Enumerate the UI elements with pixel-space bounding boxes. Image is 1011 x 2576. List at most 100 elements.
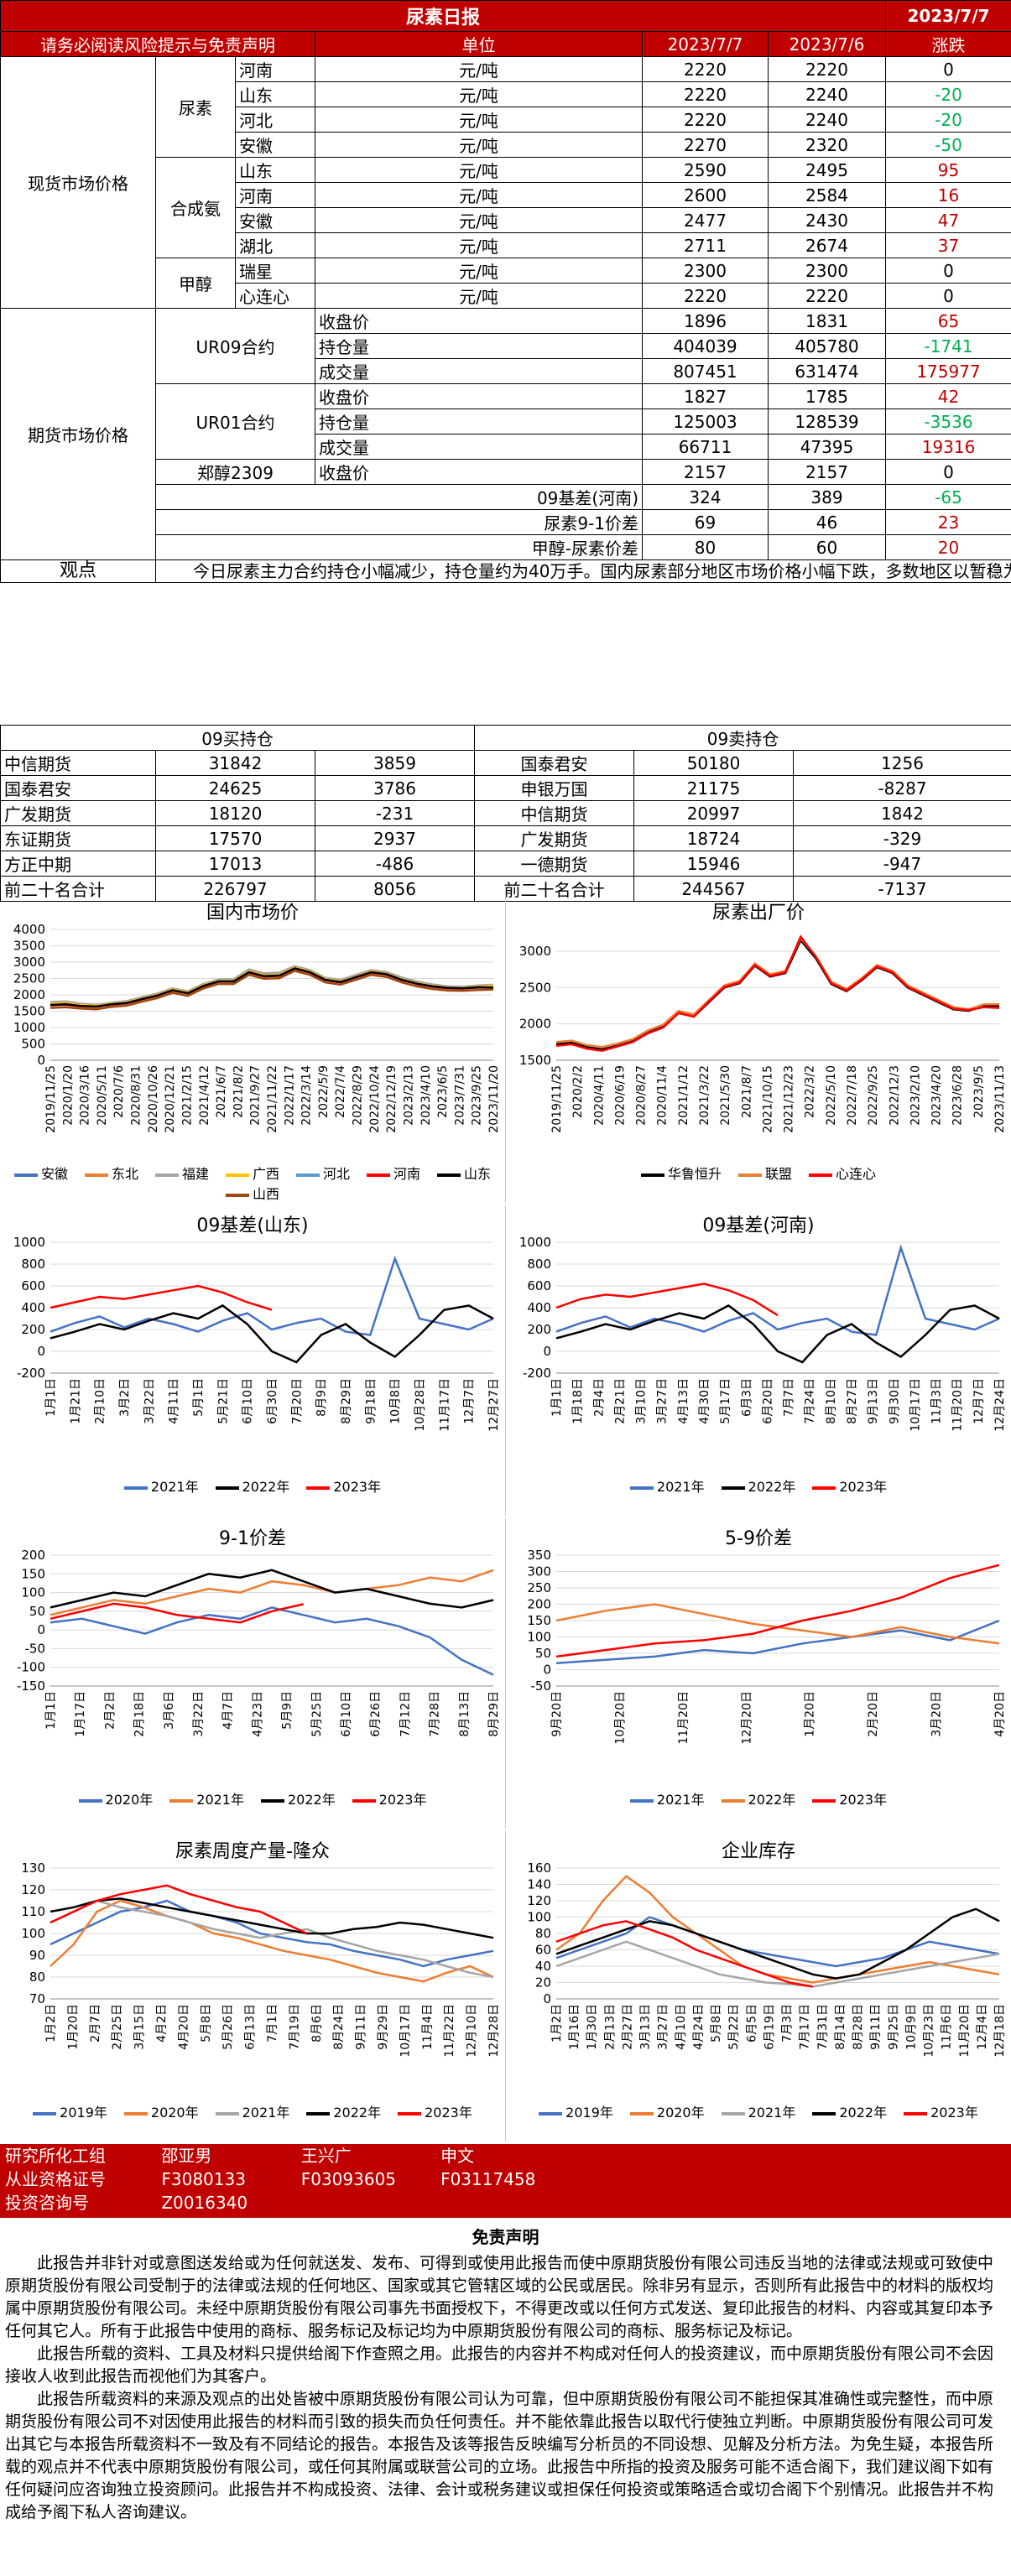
x-tick-label: 7月12日 bbox=[399, 1691, 412, 1737]
legend-item: 2023年 bbox=[306, 1479, 381, 1495]
x-tick-label: 6月19日 bbox=[763, 2004, 776, 2050]
chart-svg: 1500 2000 2500 3000 2019/11/25 2020/2/2 2020/4… bbox=[519, 934, 1007, 1133]
y-tick-label: 800 bbox=[21, 1257, 45, 1272]
legend-label: 2020年 bbox=[150, 2105, 199, 2121]
futures-spread-row: 甲醇-尿素价差 80 60 20 bbox=[1, 534, 1011, 560]
x-tick-label: 4月10日 bbox=[675, 2004, 688, 2050]
x-tick-label: 2023/9/5 bbox=[972, 1065, 986, 1118]
y-tick-label: 50 bbox=[535, 1646, 551, 1661]
buy-volume: 18120 bbox=[155, 800, 315, 826]
legend-item: 广西 bbox=[225, 1166, 279, 1182]
spot-group-name: 合成氨 bbox=[155, 157, 236, 258]
buy-title: 09买持仓 bbox=[0, 725, 475, 751]
spot-value-prev: 2584 bbox=[768, 182, 886, 208]
spread-value-today: 324 bbox=[642, 484, 769, 510]
chart-legend: 2019年 2020年 2021年 2022年 2023年 bbox=[0, 2101, 505, 2121]
y-tick-label: 120 bbox=[21, 1882, 45, 1897]
x-tick-label: 6月20日 bbox=[761, 1378, 774, 1424]
x-tick-label: 1月17日 bbox=[74, 1691, 87, 1737]
futures-change: 65 bbox=[885, 308, 1011, 334]
x-tick-label: 2022/12/3 bbox=[888, 1065, 901, 1126]
x-tick-label: 11月22日 bbox=[443, 2004, 456, 2058]
buy-broker: 中信期货 bbox=[0, 750, 156, 776]
x-tick-label: 3月6日 bbox=[163, 1691, 176, 1730]
x-tick-label: 2月7日 bbox=[89, 2004, 102, 2043]
legend-swatch bbox=[33, 2111, 57, 2115]
y-tick-label: 40 bbox=[535, 1959, 551, 1974]
buy-change: 3786 bbox=[315, 775, 475, 801]
spot-unit: 元/吨 bbox=[315, 107, 643, 133]
x-tick-label: 9月20日 bbox=[550, 1691, 564, 1737]
x-tick-label: 11月20日 bbox=[951, 1378, 965, 1432]
series-line bbox=[50, 1606, 494, 1676]
buy-volume: 31842 bbox=[155, 750, 315, 776]
x-tick-label: 2020/11/4 bbox=[656, 1065, 670, 1126]
x-tick-label: 8月24日 bbox=[332, 2004, 346, 2050]
spot-value-today: 2477 bbox=[642, 207, 769, 233]
x-tick-label: 6月30日 bbox=[266, 1378, 279, 1424]
x-tick-label: 8月10日 bbox=[825, 1378, 838, 1424]
futures-item: 成交量 bbox=[315, 434, 643, 460]
y-tick-label: 1500 bbox=[519, 1053, 551, 1068]
x-tick-label: 5月21日 bbox=[216, 1378, 230, 1424]
buy-broker: 东证期货 bbox=[0, 825, 156, 851]
buy-change: -231 bbox=[315, 800, 475, 826]
buy-change: 2937 bbox=[315, 825, 475, 851]
y-tick-label: 3500 bbox=[13, 939, 45, 954]
y-tick-label: 80 bbox=[29, 1970, 45, 1985]
x-tick-label: 11月20日 bbox=[677, 1691, 691, 1745]
x-tick-label: 11月20日 bbox=[958, 2004, 972, 2058]
x-tick-label: 2021/5/30 bbox=[719, 1065, 732, 1126]
futures-spread-row: 09基差(河南) 324 389 -65 bbox=[1, 484, 1011, 510]
spot-unit: 元/吨 bbox=[315, 56, 643, 82]
y-tick-label: 500 bbox=[21, 1037, 45, 1052]
buy-volume: 17570 bbox=[155, 825, 315, 851]
analyst-3: 申文 bbox=[440, 2146, 475, 2166]
spot-group-name: 甲醇 bbox=[155, 258, 236, 309]
buy-volume: 17013 bbox=[155, 851, 315, 877]
x-tick-label: 2021/3/22 bbox=[698, 1065, 711, 1126]
x-tick-label: 5月26日 bbox=[221, 2004, 235, 2050]
chart-panel: 尿素周度产量-隆众 70 80 90 100 110 120 130 1月2日 1月20日 2月7日… bbox=[0, 1831, 506, 2141]
sell-change: 1842 bbox=[793, 800, 1011, 826]
chart-panel: 9-1价差 -150 -100 -50 0 50 100 150 200 1月1日 1月17日 2月2… bbox=[0, 1518, 506, 1829]
x-tick-label: 11月17日 bbox=[438, 1378, 451, 1432]
y-tick-label: -150 bbox=[17, 1678, 45, 1694]
legend-item: 2022年 bbox=[261, 1792, 336, 1808]
x-tick-label: 4月13日 bbox=[677, 1378, 691, 1424]
series-line bbox=[555, 934, 1000, 1052]
x-tick-label: 12月10日 bbox=[466, 2004, 479, 2058]
x-tick-label: 8月27日 bbox=[846, 1378, 859, 1424]
spot-unit: 元/吨 bbox=[315, 157, 643, 183]
legend-swatch bbox=[721, 1798, 745, 1803]
legend-label: 2022年 bbox=[288, 1792, 336, 1808]
x-tick-label: 2月20日 bbox=[867, 1691, 880, 1737]
spread-change: -65 bbox=[885, 484, 1011, 510]
spot-unit: 元/吨 bbox=[315, 182, 643, 208]
report-title: 尿素日报 bbox=[0, 0, 886, 32]
legend-swatch bbox=[225, 1193, 249, 1197]
legend-label: 2021年 bbox=[242, 2105, 290, 2121]
legend-label: 2022年 bbox=[242, 1479, 290, 1495]
x-tick-label: 5月9日 bbox=[281, 1691, 294, 1730]
y-tick-label: 800 bbox=[527, 1257, 551, 1272]
futures-row: 郑醇2309 收盘价 2157 2157 0 bbox=[1, 459, 1011, 485]
sell-broker: 一德期货 bbox=[474, 851, 634, 877]
legend-item: 2021年 bbox=[123, 1479, 199, 1495]
x-tick-label: 2023/4/10 bbox=[420, 1065, 433, 1126]
legend-item: 2022年 bbox=[306, 2105, 381, 2121]
legend-swatch bbox=[78, 1798, 102, 1803]
x-tick-label: 4月23日 bbox=[251, 1691, 264, 1737]
spot-row: 河南 元/吨 2600 2584 16 bbox=[1, 182, 1011, 208]
futures-spread-row: 尿素9-1价差 69 46 23 bbox=[1, 509, 1011, 535]
disclaimer-paragraph: 此报告所载资料的来源及观点的出处皆被中原期货股份有限公司认为可靠，但中原期货股份… bbox=[5, 2390, 994, 2521]
x-tick-label: 2020/10/26 bbox=[147, 1065, 160, 1133]
buy-broker: 方正中期 bbox=[0, 851, 156, 877]
buy-volume: 24625 bbox=[155, 775, 315, 801]
disclaimer-paragraph: 此报告所载的资料、工具及材料只提供给阁下作查照之用。此报告的内容并不构成对任何人… bbox=[5, 2344, 994, 2386]
disclaimer-title: 免责声明 bbox=[472, 2227, 539, 2247]
x-tick-label: 2月2日 bbox=[103, 1691, 117, 1730]
legend-label: 山西 bbox=[252, 1186, 279, 1202]
futures-row: 持仓量 125003 128539 -3536 bbox=[1, 409, 1011, 435]
legend-label: 2023年 bbox=[930, 2105, 978, 2121]
